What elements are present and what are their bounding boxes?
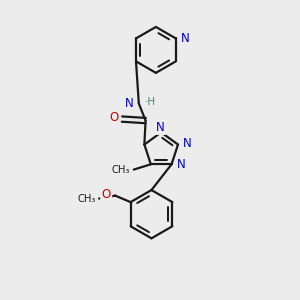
Text: N: N [181,32,190,45]
Text: O: O [102,188,111,201]
Text: CH₃: CH₃ [77,194,95,204]
Text: ·H: ·H [145,97,156,107]
Text: O: O [109,111,119,124]
Text: N: N [156,121,165,134]
Text: N: N [125,97,134,110]
Text: CH₃: CH₃ [112,165,130,175]
Text: N: N [183,136,192,150]
Text: N: N [177,158,186,171]
